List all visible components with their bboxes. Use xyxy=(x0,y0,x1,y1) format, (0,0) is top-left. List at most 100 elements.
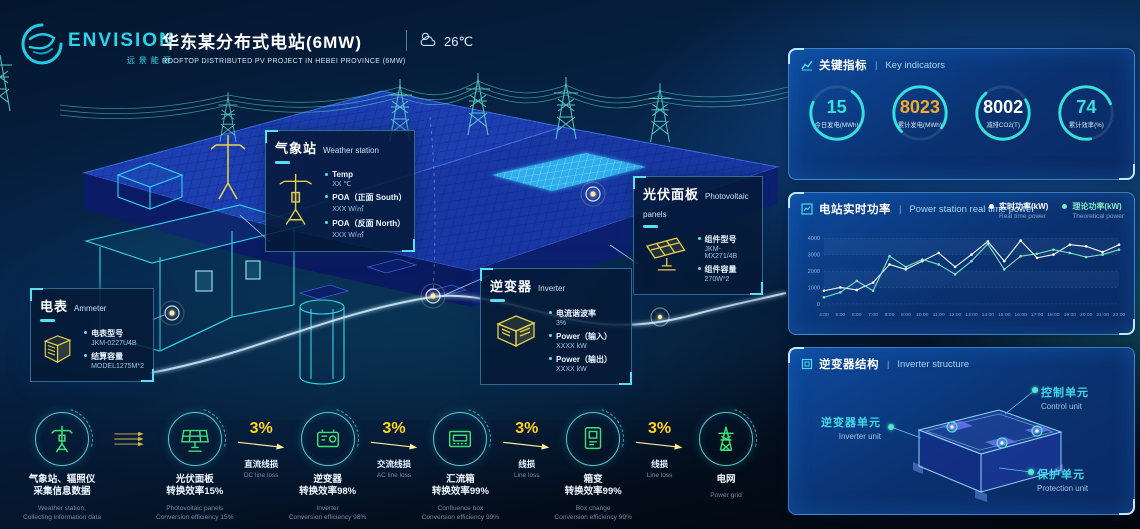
flow-step-combiner-box: 汇流箱 转换效率99% Confluence box Conversion effi… xyxy=(418,410,502,522)
flow-step-weather-station: 气象站、辐照仪 采集信息数据 Weather station, Collecting… xyxy=(20,410,104,522)
arrow-icon xyxy=(370,441,417,450)
legend-item-theoretical[interactable]: 理论功率(kW) Theoretical power xyxy=(1062,201,1124,220)
panel-title-en: Inverter structure xyxy=(897,358,970,370)
panel-header: 关键指标 | Key indicators xyxy=(789,49,1134,77)
item-value: XXXX kW xyxy=(556,366,587,373)
inverter-icon xyxy=(496,315,536,348)
legend-label-en: Real time power xyxy=(999,213,1046,220)
svg-text:3000: 3000 xyxy=(808,253,820,259)
item-label: POA（正面 South） xyxy=(332,193,407,202)
panel-title-cn: 关键指标 xyxy=(819,60,867,72)
label-cn: 逆变器单元 xyxy=(821,417,881,429)
item-label: Power（输出） xyxy=(556,355,613,364)
step-label-en: Photovoltaic panels xyxy=(166,504,224,512)
gauge-today-generation: 15 今日发电(MWh) xyxy=(798,77,876,173)
svg-text:1000: 1000 xyxy=(808,285,820,291)
loss-label-en: Line loss xyxy=(513,472,540,479)
panel-title-sep: | xyxy=(875,60,878,70)
brand-name: ENVISION xyxy=(68,30,175,51)
panel-title-cn: 电站实时功率 xyxy=(819,204,891,216)
weather-station-icon xyxy=(51,425,73,453)
callout-item: 电表型号 JKM-0227U4B xyxy=(84,328,144,347)
cube-icon xyxy=(801,358,813,370)
flow-step-power-grid: 电网 Power grid xyxy=(684,410,768,501)
item-label: 电表型号 xyxy=(91,329,124,338)
item-value: XXX W/㎡ xyxy=(332,232,364,239)
panel-title-en: Power station real time power xyxy=(909,203,1035,215)
callout-title: 光伏面板 Photovoltaic panels xyxy=(643,184,753,222)
callout-item: Temp XX ℃ xyxy=(325,170,405,188)
callout-underline xyxy=(40,319,55,322)
svg-text:14:00: 14:00 xyxy=(982,312,995,318)
svg-text:12:00: 12:00 xyxy=(949,312,962,318)
inverter-icon xyxy=(316,429,339,448)
wireframe-buildings xyxy=(83,162,345,385)
gauge-label: 今日发电(MWh) xyxy=(814,122,859,129)
item-label: 电流谐波率 xyxy=(556,309,596,318)
box-transformer-icon xyxy=(584,427,602,450)
svg-text:17:00: 17:00 xyxy=(1031,312,1044,318)
label-cn: 保护单元 xyxy=(1037,469,1085,481)
callout-item: POA（正面 South） XXX W/㎡ xyxy=(325,192,407,214)
svg-text:10:00: 10:00 xyxy=(916,312,929,318)
step-label-cn2: 转换效率98% xyxy=(299,486,357,498)
callout-title-cn: 逆变器 xyxy=(490,279,533,294)
item-label: POA（反面 North） xyxy=(332,219,406,228)
step-label-cn: 电网 xyxy=(716,474,736,485)
svg-text:19:00: 19:00 xyxy=(1064,312,1077,318)
callout-weather-station: 气象站 Weather station Temp XX ℃ POA（正面 South… xyxy=(265,130,415,252)
callout-item: 组件容量 270W*2 xyxy=(697,264,753,283)
flow-arrow-ac-loss: 3% 交流线损 AC line loss xyxy=(370,410,419,479)
svg-text:16:00: 16:00 xyxy=(1014,312,1027,318)
item-value: JKM-0227U4B xyxy=(91,340,137,347)
item-label: Temp xyxy=(332,170,353,179)
step-label-en: Inverter xyxy=(316,504,339,512)
combiner-box-icon xyxy=(449,430,472,448)
callout-item: Power（输出） XXXX kW xyxy=(549,354,612,373)
svg-text:11:00: 11:00 xyxy=(933,312,945,318)
legend-item-realtime[interactable]: 实时功率(kW) Real time power xyxy=(989,201,1048,220)
step-label-en: Box change xyxy=(575,504,611,512)
loss-percent: 3% xyxy=(515,420,539,437)
callout-underline xyxy=(275,161,290,164)
item-label: 结算容量 xyxy=(91,352,124,361)
svg-text:5:00: 5:00 xyxy=(835,312,845,318)
legend-label-en: Theoretical power xyxy=(1072,213,1124,220)
item-value: XXXX kW xyxy=(556,343,587,350)
realtime-power-panel: 电站实时功率 | Power station real time power 实… xyxy=(788,192,1135,335)
label-en: Control unit xyxy=(1041,402,1082,411)
inverter-3d-model xyxy=(888,387,1063,502)
weather-station-icon xyxy=(279,173,312,225)
callout-inverter: 逆变器 Inverter 电流谐波率 3% Power（输入） XXXX kW Pow… xyxy=(480,268,632,385)
arrow-icon xyxy=(503,441,550,450)
item-value: XXX W/㎡ xyxy=(332,206,364,213)
callout-title-en: Ammeter xyxy=(74,304,107,313)
gauge-value: 8023 xyxy=(899,97,940,117)
gauge-total-efficiency: 74 累计效率(%) xyxy=(1047,77,1125,173)
step-label-en: Weather station, xyxy=(38,504,86,512)
callout-title-cn: 电表 xyxy=(40,299,69,314)
panel-header: 电站实时功率 | Power station real time power xyxy=(789,193,1134,221)
flow-circle xyxy=(698,412,753,466)
chart-icon xyxy=(801,203,813,215)
step-label-en2: Conversion efficiency 98% xyxy=(288,513,367,521)
step-label-cn: 光伏面板 xyxy=(175,474,214,485)
svg-text:4:00: 4:00 xyxy=(819,312,829,318)
step-label-en: Confluence box xyxy=(437,504,484,512)
callout-title-en: Inverter xyxy=(538,284,566,293)
callout-title-cn: 光伏面板 xyxy=(643,187,700,202)
svg-text:7:00: 7:00 xyxy=(868,312,878,318)
label-inverter-unit: 逆变器单元 Inverter unit xyxy=(793,414,881,441)
flow-step-inverter: 逆变器 转换效率98% Inverter Conversion efficiency… xyxy=(286,410,370,522)
loss-percent: 3% xyxy=(382,420,406,437)
item-label: Power（输入） xyxy=(556,332,613,341)
item-value: XX ℃ xyxy=(332,181,352,188)
title-block: 华东某分布式电站(6MW) ROOFTOP DISTRIBUTED PV PRO… xyxy=(162,28,406,65)
svg-text:2000: 2000 xyxy=(808,269,820,275)
svg-text:8:00: 8:00 xyxy=(885,312,895,318)
callout-ammeter: 电表 Ammeter 电表型号 JKM-0227U4B 结算容量 MODEL1275M… xyxy=(30,288,154,382)
item-label: 组件型号 xyxy=(704,235,737,244)
gauge-value: 8002 xyxy=(983,97,1024,117)
temperature: 26℃ xyxy=(444,34,474,49)
